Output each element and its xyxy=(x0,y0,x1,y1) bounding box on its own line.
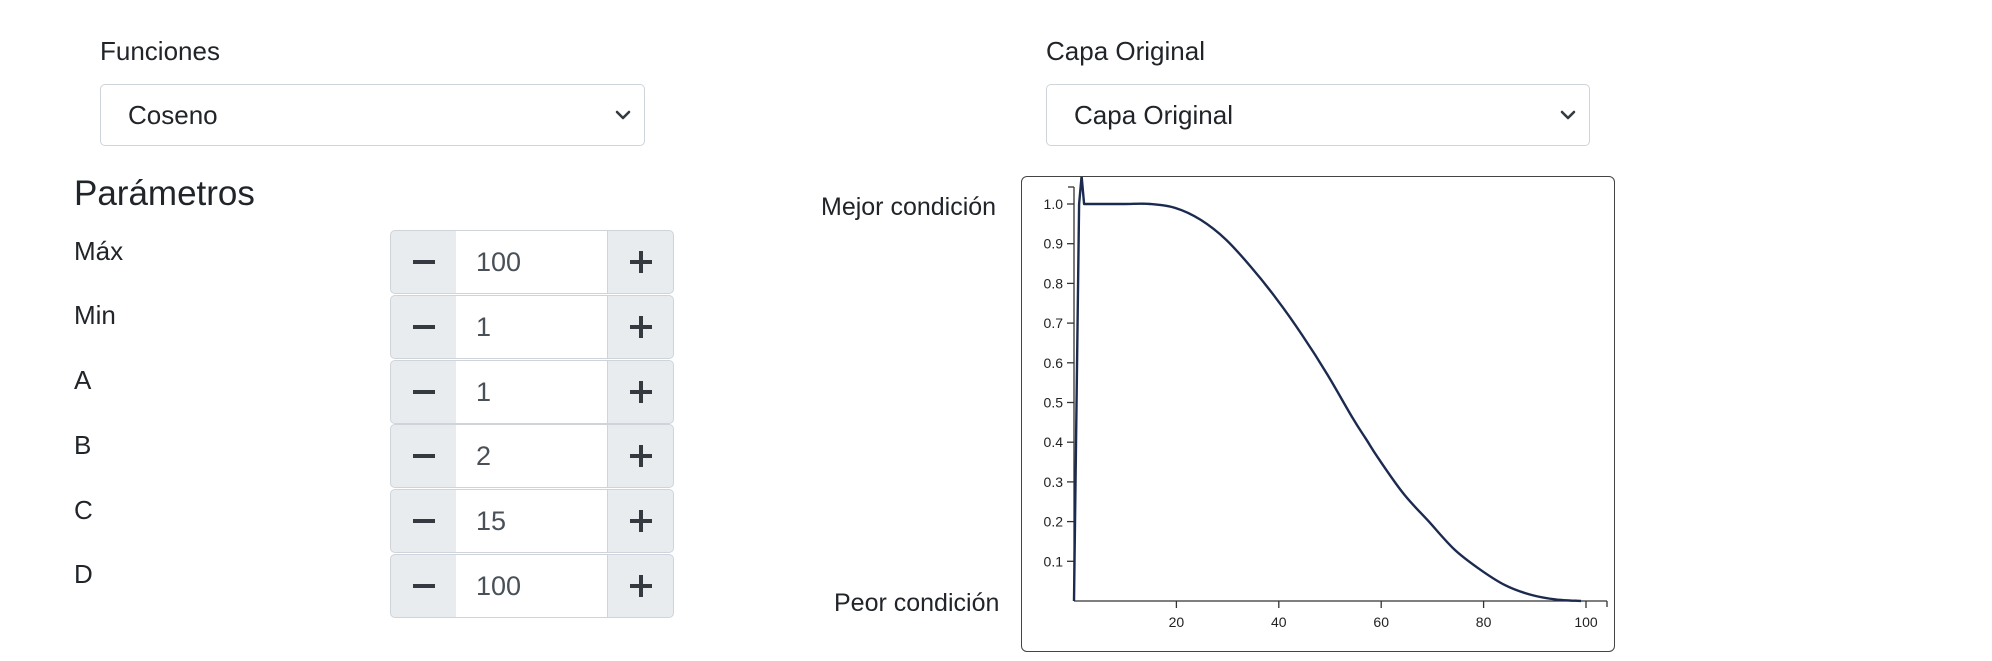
plus-icon xyxy=(629,316,652,338)
funciones-select[interactable]: Coseno xyxy=(100,84,645,146)
capa-select[interactable]: Capa Original xyxy=(1046,84,1590,146)
param-value-input[interactable]: 2 xyxy=(456,424,609,488)
increment-button[interactable] xyxy=(607,295,674,359)
increment-button[interactable] xyxy=(607,554,674,618)
param-value-input[interactable]: 15 xyxy=(456,489,609,553)
decrement-button[interactable] xyxy=(390,295,457,359)
plus-icon xyxy=(629,445,652,467)
funciones-label: Funciones xyxy=(100,36,220,66)
increment-button[interactable] xyxy=(607,489,674,553)
x-tick-label: 100 xyxy=(1574,614,1598,630)
x-tick-label: 20 xyxy=(1169,614,1185,630)
chevron-down-icon xyxy=(1560,110,1576,120)
param-label-min: Min xyxy=(74,300,116,330)
param-value-input[interactable]: 100 xyxy=(456,230,609,294)
param-label-b: B xyxy=(74,430,92,460)
x-tick-label: 60 xyxy=(1373,614,1389,630)
y-tick-label: 0.1 xyxy=(1044,553,1064,569)
param-value-input[interactable]: 1 xyxy=(456,360,609,424)
worst-condition-label: Peor condición xyxy=(834,589,1000,617)
plus-icon xyxy=(629,575,652,597)
x-tick-label: 40 xyxy=(1271,614,1287,630)
y-tick-label: 0.2 xyxy=(1044,514,1064,530)
param-stepper-c: 15 xyxy=(390,489,674,553)
increment-button[interactable] xyxy=(607,424,674,488)
function-chart: 0.1 0.2 0.3 0.4 0.5 0.6 0.7 0.8 0.9 1.0 20 40 60 80 10… xyxy=(1044,177,1608,630)
param-stepper-d: 100 xyxy=(390,554,674,618)
x-tick-label: 80 xyxy=(1476,614,1492,630)
minus-icon xyxy=(412,325,435,329)
chart-container: 0.1 0.2 0.3 0.4 0.5 0.6 0.7 0.8 0.9 1.0 20 40 60 80 10… xyxy=(1021,176,1615,652)
plus-icon xyxy=(629,251,652,273)
minus-icon xyxy=(412,519,435,523)
funciones-selected-value: Coseno xyxy=(128,99,218,130)
decrement-button[interactable] xyxy=(390,554,457,618)
plus-icon xyxy=(629,510,652,532)
y-tick-label: 0.7 xyxy=(1044,315,1064,331)
param-value-input[interactable]: 100 xyxy=(456,554,609,618)
param-stepper-min: 1 xyxy=(390,295,674,359)
y-tick-label: 0.3 xyxy=(1044,474,1064,490)
decrement-button[interactable] xyxy=(390,230,457,294)
param-label-a: A xyxy=(74,365,92,395)
y-tick-label: 0.9 xyxy=(1044,236,1064,252)
param-label-c: C xyxy=(74,495,93,525)
chevron-down-icon xyxy=(615,110,631,120)
plus-icon xyxy=(629,381,652,403)
parametros-title: Parámetros xyxy=(74,174,255,213)
y-tick-label: 0.8 xyxy=(1044,275,1064,291)
param-label-mx: Máx xyxy=(74,236,124,266)
series-line xyxy=(1072,177,1582,603)
capa-label: Capa Original xyxy=(1046,36,1205,66)
minus-icon xyxy=(412,454,435,458)
param-label-d: D xyxy=(74,559,93,589)
param-stepper-mx: 100 xyxy=(390,230,674,294)
y-tick-label: 1.0 xyxy=(1044,196,1064,212)
param-stepper-b: 2 xyxy=(390,424,674,488)
decrement-button[interactable] xyxy=(390,360,457,424)
increment-button[interactable] xyxy=(607,230,674,294)
minus-icon xyxy=(412,584,435,588)
best-condition-label: Mejor condición xyxy=(821,193,997,221)
y-tick-label: 0.4 xyxy=(1044,434,1064,450)
decrement-button[interactable] xyxy=(390,489,457,553)
y-tick-label: 0.6 xyxy=(1044,355,1064,371)
param-value-input[interactable]: 1 xyxy=(456,295,609,359)
y-tick-label: 0.5 xyxy=(1044,395,1064,411)
decrement-button[interactable] xyxy=(390,424,457,488)
capa-selected-value: Capa Original xyxy=(1074,99,1233,130)
increment-button[interactable] xyxy=(607,360,674,424)
minus-icon xyxy=(412,390,435,394)
param-stepper-a: 1 xyxy=(390,360,674,424)
minus-icon xyxy=(412,260,435,264)
